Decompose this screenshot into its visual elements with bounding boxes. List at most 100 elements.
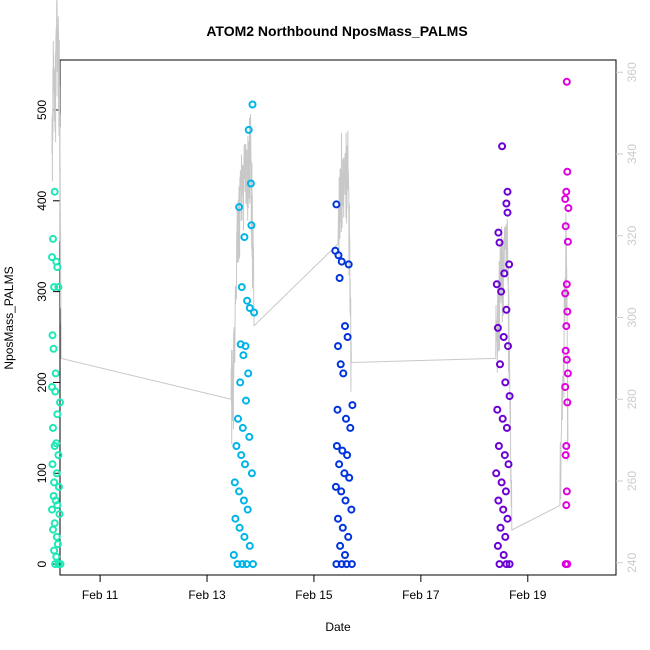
data-point	[241, 460, 249, 469]
data-point	[238, 423, 247, 432]
x-tick-label-1: Feb 13	[188, 588, 226, 602]
x-axis: Feb 11 Feb 13 Feb 15 Feb 17 Feb 19	[82, 575, 547, 602]
data-point	[562, 322, 571, 331]
data-point	[505, 560, 514, 569]
data-point	[246, 179, 255, 188]
x-tick-label-4: Feb 19	[509, 588, 547, 602]
y-tick-label-0: 0	[35, 560, 49, 567]
data-point	[493, 541, 502, 550]
data-point	[494, 228, 503, 237]
altitude-trace	[51, 0, 569, 531]
data-point	[561, 289, 570, 298]
data-point	[563, 369, 572, 378]
data-point	[497, 478, 506, 487]
data-point	[563, 560, 572, 569]
y-tick-label-4: 400	[35, 190, 49, 210]
data-point	[337, 487, 346, 496]
data-point	[229, 551, 238, 559]
data-point	[503, 208, 512, 217]
data-point	[563, 167, 572, 176]
data-point	[336, 360, 345, 369]
y-tick-label-1: 100	[35, 463, 49, 483]
data-point	[335, 460, 344, 469]
data-point	[496, 360, 504, 369]
data-point	[493, 405, 502, 414]
plot-frame	[59, 59, 617, 576]
data-point	[232, 442, 241, 450]
data-point	[344, 260, 353, 269]
data-point	[499, 551, 508, 559]
x-axis-label: Date	[325, 620, 351, 634]
y2-tick-label-4: 320	[625, 225, 639, 245]
data-point	[235, 523, 244, 532]
data-point	[242, 396, 250, 405]
data-point	[56, 560, 65, 569]
data-point	[52, 552, 61, 561]
data-point	[562, 501, 571, 510]
data-point	[505, 392, 514, 401]
data-point	[502, 199, 511, 208]
data-point	[341, 551, 349, 559]
data-point	[241, 342, 250, 351]
data-point	[235, 487, 244, 496]
data-point	[336, 541, 345, 550]
data-point	[54, 451, 63, 460]
data-point	[235, 203, 244, 212]
data-point	[503, 187, 512, 196]
data-point	[501, 532, 510, 541]
data-point	[338, 446, 347, 455]
data-point	[339, 369, 348, 378]
data-point	[55, 510, 64, 519]
data-point	[561, 383, 570, 391]
data-point	[337, 560, 346, 569]
data-point	[247, 469, 256, 478]
data-point	[494, 442, 503, 450]
data-point	[245, 541, 254, 550]
data-point	[50, 519, 59, 528]
data-point	[237, 283, 246, 292]
x-tick-label-2: Feb 15	[295, 588, 333, 602]
data-point	[240, 233, 249, 242]
data-point	[337, 257, 346, 266]
data-point	[341, 322, 349, 331]
data-point	[498, 414, 507, 423]
series-5	[561, 77, 573, 569]
data-point	[345, 473, 354, 482]
data-point	[56, 398, 64, 407]
data-point	[49, 344, 58, 353]
data-point	[250, 308, 259, 317]
data-point	[50, 442, 59, 450]
data-point	[562, 355, 571, 364]
x-tick-label-3: Feb 17	[402, 588, 440, 602]
altitude-line	[51, 0, 569, 531]
data-point	[53, 540, 62, 549]
data-point	[50, 478, 59, 487]
data-point	[245, 304, 254, 312]
data-point	[343, 451, 352, 460]
data-point	[236, 378, 245, 387]
data-point	[49, 423, 57, 432]
data-point	[564, 204, 573, 213]
series-3	[331, 200, 357, 569]
data-point	[492, 280, 501, 289]
y2-tick-label-2: 280	[625, 389, 639, 409]
data-point	[240, 532, 249, 541]
data-point	[247, 221, 256, 230]
data-point	[333, 405, 342, 414]
data-point	[502, 423, 511, 432]
data-point	[331, 482, 340, 491]
y2-tick-label-0: 240	[625, 552, 639, 572]
data-point	[238, 560, 247, 569]
data-point	[505, 260, 514, 269]
data-point	[334, 251, 343, 260]
data-point	[495, 560, 504, 569]
series-4	[492, 142, 514, 569]
data-point	[344, 532, 353, 541]
y2-tick-label-1: 260	[625, 471, 639, 491]
data-point	[562, 442, 571, 450]
data-point	[53, 263, 62, 272]
data-points	[48, 77, 573, 569]
data-point	[50, 283, 59, 292]
data-point	[493, 323, 502, 332]
data-point	[498, 142, 507, 151]
